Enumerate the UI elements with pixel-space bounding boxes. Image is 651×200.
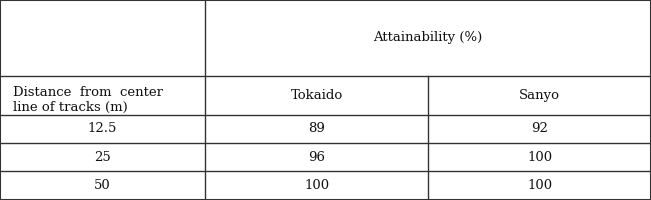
Text: Distance  from  center
line of tracks (m): Distance from center line of tracks (m) (13, 86, 163, 114)
Text: 100: 100 (527, 179, 552, 192)
Text: Sanyo: Sanyo (519, 89, 560, 102)
Text: 12.5: 12.5 (88, 122, 117, 136)
Text: Attainability (%): Attainability (%) (374, 31, 482, 45)
Text: Tokaido: Tokaido (290, 89, 343, 102)
Text: 25: 25 (94, 151, 111, 164)
Text: 96: 96 (308, 151, 326, 164)
Text: 89: 89 (309, 122, 325, 136)
Text: 92: 92 (531, 122, 548, 136)
Text: 50: 50 (94, 179, 111, 192)
Text: 100: 100 (527, 151, 552, 164)
Text: 100: 100 (304, 179, 329, 192)
